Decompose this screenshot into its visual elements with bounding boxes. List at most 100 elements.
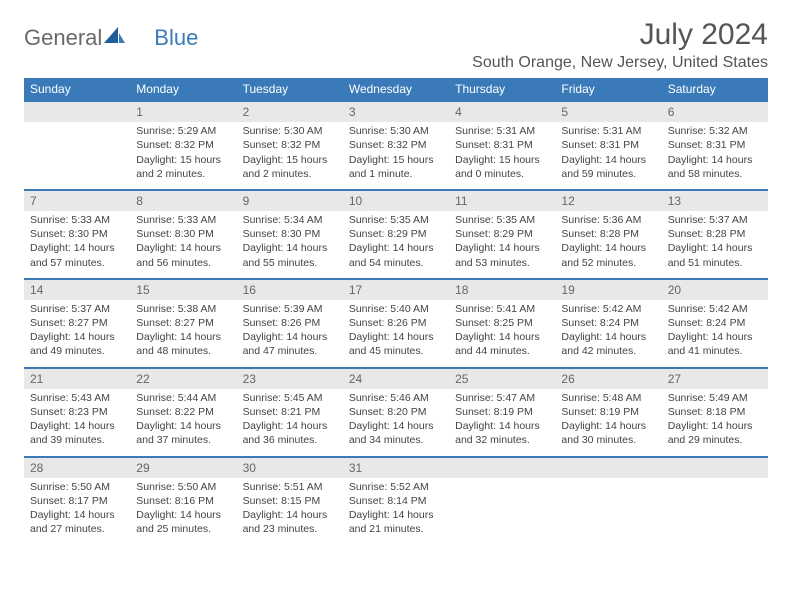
day-header: Friday [555,78,661,101]
day-number: 7 [24,190,130,211]
sunset-text: Sunset: 8:29 PM [455,227,549,241]
daylight2-text: and 44 minutes. [455,344,549,358]
sunrise-text: Sunrise: 5:30 AM [349,124,443,138]
sunrise-text: Sunrise: 5:32 AM [668,124,762,138]
day-number: 24 [343,368,449,389]
day-number: 27 [662,368,768,389]
daylight2-text: and 56 minutes. [136,256,230,270]
day-number: 30 [237,457,343,478]
day-number: 26 [555,368,661,389]
sunset-text: Sunset: 8:31 PM [561,138,655,152]
header: General Blue July 2024 South Orange, New… [24,18,768,72]
sunset-text: Sunset: 8:30 PM [243,227,337,241]
daylight2-text: and 41 minutes. [668,344,762,358]
daylight2-text: and 2 minutes. [136,167,230,181]
daylight2-text: and 32 minutes. [455,433,549,447]
day-number: 8 [130,190,236,211]
day-cell: Sunrise: 5:35 AMSunset: 8:29 PMDaylight:… [343,211,449,279]
day-number: 13 [662,190,768,211]
sunrise-text: Sunrise: 5:52 AM [349,480,443,494]
sunrise-text: Sunrise: 5:43 AM [30,391,124,405]
sunset-text: Sunset: 8:32 PM [136,138,230,152]
daylight2-text: and 48 minutes. [136,344,230,358]
day-cell [24,122,130,190]
sunset-text: Sunset: 8:18 PM [668,405,762,419]
day-number: 4 [449,101,555,122]
month-title: July 2024 [472,18,768,52]
daylight1-text: Daylight: 14 hours [30,241,124,255]
day-header: Thursday [449,78,555,101]
day-number: 20 [662,279,768,300]
sunset-text: Sunset: 8:27 PM [30,316,124,330]
day-cell: Sunrise: 5:30 AMSunset: 8:32 PMDaylight:… [343,122,449,190]
daylight2-text: and 45 minutes. [349,344,443,358]
daylight2-text: and 36 minutes. [243,433,337,447]
sunrise-text: Sunrise: 5:36 AM [561,213,655,227]
day-cell: Sunrise: 5:31 AMSunset: 8:31 PMDaylight:… [555,122,661,190]
sunrise-text: Sunrise: 5:51 AM [243,480,337,494]
day-number [662,457,768,478]
sunrise-text: Sunrise: 5:39 AM [243,302,337,316]
day-cell: Sunrise: 5:35 AMSunset: 8:29 PMDaylight:… [449,211,555,279]
daylight1-text: Daylight: 14 hours [668,330,762,344]
sunrise-text: Sunrise: 5:46 AM [349,391,443,405]
sunset-text: Sunset: 8:30 PM [136,227,230,241]
day-cell: Sunrise: 5:52 AMSunset: 8:14 PMDaylight:… [343,478,449,545]
sunset-text: Sunset: 8:25 PM [455,316,549,330]
day-header: Tuesday [237,78,343,101]
sunset-text: Sunset: 8:28 PM [668,227,762,241]
day-number: 23 [237,368,343,389]
sunrise-text: Sunrise: 5:50 AM [30,480,124,494]
daylight1-text: Daylight: 14 hours [243,330,337,344]
day-cell: Sunrise: 5:50 AMSunset: 8:17 PMDaylight:… [24,478,130,545]
day-header: Monday [130,78,236,101]
daylight1-text: Daylight: 14 hours [136,508,230,522]
daylight1-text: Daylight: 14 hours [349,241,443,255]
day-number [449,457,555,478]
day-number: 9 [237,190,343,211]
daylight1-text: Daylight: 14 hours [668,153,762,167]
daylight2-text: and 51 minutes. [668,256,762,270]
day-cell: Sunrise: 5:41 AMSunset: 8:25 PMDaylight:… [449,300,555,368]
daylight1-text: Daylight: 14 hours [136,241,230,255]
sunset-text: Sunset: 8:31 PM [455,138,549,152]
day-number: 19 [555,279,661,300]
day-cell: Sunrise: 5:40 AMSunset: 8:26 PMDaylight:… [343,300,449,368]
daylight2-text: and 2 minutes. [243,167,337,181]
sunset-text: Sunset: 8:31 PM [668,138,762,152]
sunset-text: Sunset: 8:28 PM [561,227,655,241]
day-cell: Sunrise: 5:44 AMSunset: 8:22 PMDaylight:… [130,389,236,457]
day-cell: Sunrise: 5:50 AMSunset: 8:16 PMDaylight:… [130,478,236,545]
daylight2-text: and 42 minutes. [561,344,655,358]
day-number-row: 123456 [24,101,768,122]
sunset-text: Sunset: 8:30 PM [30,227,124,241]
sunrise-text: Sunrise: 5:50 AM [136,480,230,494]
day-cell: Sunrise: 5:37 AMSunset: 8:27 PMDaylight:… [24,300,130,368]
day-cell: Sunrise: 5:46 AMSunset: 8:20 PMDaylight:… [343,389,449,457]
day-cell [662,478,768,545]
day-number: 21 [24,368,130,389]
daylight1-text: Daylight: 15 hours [349,153,443,167]
daylight1-text: Daylight: 14 hours [30,330,124,344]
sunset-text: Sunset: 8:24 PM [668,316,762,330]
sunrise-text: Sunrise: 5:37 AM [30,302,124,316]
daylight2-text: and 1 minute. [349,167,443,181]
sunset-text: Sunset: 8:24 PM [561,316,655,330]
daylight2-text: and 27 minutes. [30,522,124,536]
sunrise-text: Sunrise: 5:42 AM [668,302,762,316]
daylight1-text: Daylight: 14 hours [349,419,443,433]
logo-text-general: General [24,25,102,51]
day-cell: Sunrise: 5:32 AMSunset: 8:31 PMDaylight:… [662,122,768,190]
daylight2-text: and 29 minutes. [668,433,762,447]
daylight2-text: and 25 minutes. [136,522,230,536]
sunrise-text: Sunrise: 5:37 AM [668,213,762,227]
sunset-text: Sunset: 8:29 PM [349,227,443,241]
sunset-text: Sunset: 8:17 PM [30,494,124,508]
daylight1-text: Daylight: 14 hours [136,330,230,344]
day-cell: Sunrise: 5:51 AMSunset: 8:15 PMDaylight:… [237,478,343,545]
daylight1-text: Daylight: 15 hours [136,153,230,167]
daylight1-text: Daylight: 14 hours [561,241,655,255]
sunrise-text: Sunrise: 5:33 AM [30,213,124,227]
day-header: Wednesday [343,78,449,101]
daylight1-text: Daylight: 14 hours [455,241,549,255]
